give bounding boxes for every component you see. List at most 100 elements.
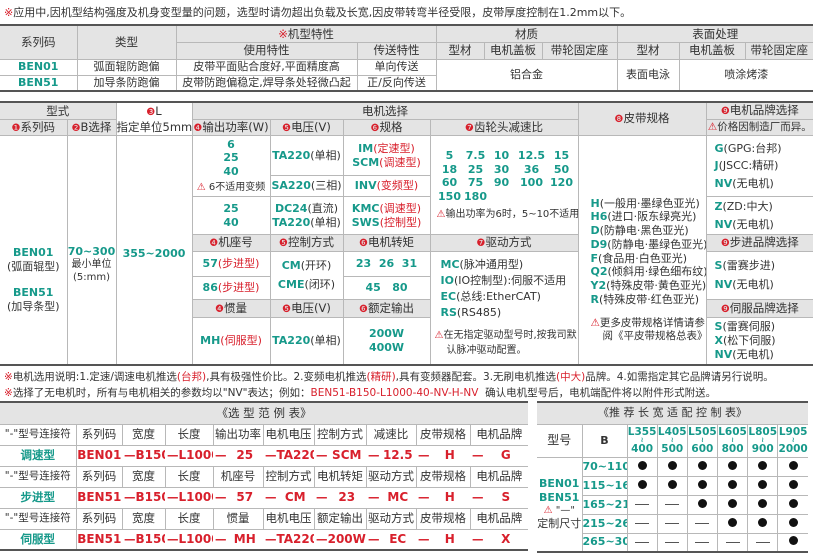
fit-dot xyxy=(637,460,647,470)
l-range-cell: 355~2000 xyxy=(115,135,193,365)
fit-dot xyxy=(788,517,798,527)
ratio-value: 25 xyxy=(467,162,484,176)
top-note: ※应用中,因机型结构强度及机身变型量的问题，选型时请勿超出负载及长宽,因皮带转弯… xyxy=(4,4,631,20)
ratio-value: 75 xyxy=(467,176,484,190)
brand-dc-cell: Z(ZD:中大) NV(无电机) xyxy=(705,196,813,235)
power-cell: 6 25 40 ⚠ 6不适用变频 xyxy=(191,135,271,197)
col-series: 系列码 xyxy=(0,24,78,60)
ratio-value: 36 xyxy=(523,162,540,176)
list-item: EC(总线:EtherCAT) xyxy=(440,290,541,304)
ratio-value xyxy=(489,190,515,204)
ratio-cell: 5 7.5 10 12.5 15 18 25 30 36 50 60 75 90 100 120 150 180… xyxy=(429,135,579,235)
warning-icon: ⚠ xyxy=(590,316,600,329)
list-item: J(JSCC:精研) xyxy=(714,159,779,173)
fit-row: BEN01 BEN51 ⚠ "—" 定制尺寸 70~110 xyxy=(537,456,808,553)
fit-dot xyxy=(788,498,798,508)
col-surface: 表面处理 xyxy=(616,24,813,43)
list-item: R(特殊皮带·红色亚光) xyxy=(590,292,700,306)
list-item: MC(脉冲通用型) xyxy=(440,258,524,272)
warning-icon: ⚠ xyxy=(543,504,553,516)
brand-ac-cell: G(GPG:台邦) J(JSCC:精研) NV(无电机) xyxy=(705,135,813,197)
fit-dot xyxy=(758,460,768,470)
list-item: IO(IO控制型):伺服不适用 xyxy=(440,274,567,288)
ratio-value: 10 xyxy=(493,148,510,162)
fit-dot xyxy=(728,498,738,508)
fit-dot xyxy=(758,498,768,508)
fit-dot xyxy=(728,460,738,470)
fit-title: 《推 荐 长 宽 适 配 控 制 表》 xyxy=(537,401,808,425)
list-item: G(GPG:台邦) xyxy=(714,142,782,156)
table-row: BEN51 加导条防跑偏 皮带防跑偏稳定,焊导条处轻微凸起 正/反向传送 xyxy=(0,74,813,92)
warning-icon: ⚠ xyxy=(707,120,718,133)
length-header: L355 ≀ 400 xyxy=(626,423,658,458)
fit-dot xyxy=(728,517,738,527)
col-features: ※机型特性 xyxy=(175,24,437,43)
custom-dash xyxy=(695,523,710,525)
ratio-value: 60 xyxy=(441,176,458,190)
ratio-value: 15 xyxy=(553,148,570,162)
list-item: Q2(倾斜用·绿色细布纹) xyxy=(590,265,706,279)
custom-dash xyxy=(725,541,740,543)
custom-dash xyxy=(635,541,650,543)
list-item: H(一般用·墨绿色亚光) xyxy=(590,196,700,210)
fit-row: 215~260 xyxy=(537,513,808,534)
selection-table: 型式 ❸L 指定单位5mm 电机选择 ❽皮带规格 ❾电机品牌选择 ❶系列码 ❷B选择 ❹输… xyxy=(0,101,813,366)
example-title: 《选 型 范 例 表》 xyxy=(0,401,529,425)
example-header-row: "-"型号连接符 系列码 宽度 长度 输出功率 电机电压 控制方式 减速比 皮带规格 电机品牌 xyxy=(0,423,529,446)
fit-dot xyxy=(697,498,707,508)
length-header: L405 ≀ 500 xyxy=(656,423,688,458)
custom-dash xyxy=(695,541,710,543)
ratio-value: 120 xyxy=(550,176,573,190)
ratio-value: 7.5 xyxy=(465,148,486,162)
list-item: Z(ZD:中大) xyxy=(714,200,773,214)
belt-cell: H(一般用·墨绿色亚光) H6(进口·阪东绿亮光) D(防静电·黑色亚光) D9(防静… xyxy=(577,135,707,365)
list-item: F(食品用·白色亚光) xyxy=(590,251,688,265)
length-header: L905 ≀ 2000 xyxy=(777,423,808,458)
col-cover: 电机盖板 xyxy=(483,41,543,60)
list-item: X(松下伺服) xyxy=(714,333,776,347)
fit-dot xyxy=(758,517,768,527)
ratio-value xyxy=(515,190,549,204)
fit-dot xyxy=(697,460,707,470)
fit-dot xyxy=(788,479,798,489)
ratio-value: 90 xyxy=(493,176,510,190)
col-cover2: 电机盖板 xyxy=(678,41,746,60)
ratio-value: 5 xyxy=(445,148,454,162)
list-item: Y2(特殊皮带·黄色亚光) xyxy=(590,279,706,293)
note-mark: ※ xyxy=(4,6,14,19)
example-table: 《选 型 范 例 表》 "-"型号连接符 系列码 宽度 长度 输出功率 电机电压 控制方式 减速… xyxy=(0,401,529,551)
warning-icon: ⚠ xyxy=(196,181,206,193)
list-item: H6(进口·阪东绿亮光) xyxy=(590,210,697,224)
fit-dot xyxy=(637,479,647,489)
drive-cell: MC(脉冲通用型) IO(IO控制型):伺服不适用 EC(总线:EtherCAT) R… xyxy=(429,251,579,365)
fit-dot xyxy=(788,460,798,470)
col-profile2: 型材 xyxy=(616,41,680,60)
list-item: D(防静电·黑色亚光) xyxy=(590,224,689,238)
fit-row: 165~210 xyxy=(537,494,808,515)
custom-dash xyxy=(635,523,650,525)
warning-icon: ⚠ xyxy=(434,330,444,342)
length-header: L505 ≀ 600 xyxy=(686,423,718,458)
list-item: RS(RS485) xyxy=(440,306,502,320)
motor-note: ※电机选用说明:1.定速/调速电机推选(台邦),具有极强性价比。2.变频电机推选… xyxy=(4,371,774,383)
fit-dot xyxy=(697,479,707,489)
ratio-value: 30 xyxy=(493,162,510,176)
col-brand: ❾电机品牌选择 xyxy=(705,101,813,120)
col-seat2: 带轮固定座 xyxy=(744,41,813,60)
ratio-value: 180 xyxy=(464,190,487,203)
brand-servo-cell: S(雷赛伺服) X(松下伺服) NV(无电机) xyxy=(705,317,813,365)
ratio-value: 150 xyxy=(438,190,461,203)
col-transfer: 传送特性 xyxy=(356,41,437,60)
custom-dash xyxy=(665,504,680,506)
spec-table: 系列码 类型 ※机型特性 材质 表面处理 使用特性 传送特性 型材 电机盖板 带轮固定座 型材 电机… xyxy=(0,24,813,92)
col-seat: 带轮固定座 xyxy=(541,41,618,60)
list-item: D9(防静电·墨绿色亚光) xyxy=(590,237,706,251)
example-row: 调速型BEN01—B150—L1000—25—TA220—SCM—12.5—H—… xyxy=(0,444,529,467)
fit-dot xyxy=(788,536,798,546)
custom-dash xyxy=(665,541,680,543)
note-text: 应用中,因机型结构强度及机身变型量的问题，选型时请勿超出负载及长宽,因皮带转弯半… xyxy=(13,6,632,19)
fit-table: 《推 荐 长 宽 适 配 控 制 表》 型号 B L355 ≀ 400 L405 ≀ 500 L5… xyxy=(537,401,808,553)
list-item: NV(无电机) xyxy=(714,277,774,291)
custom-dash xyxy=(635,504,650,506)
